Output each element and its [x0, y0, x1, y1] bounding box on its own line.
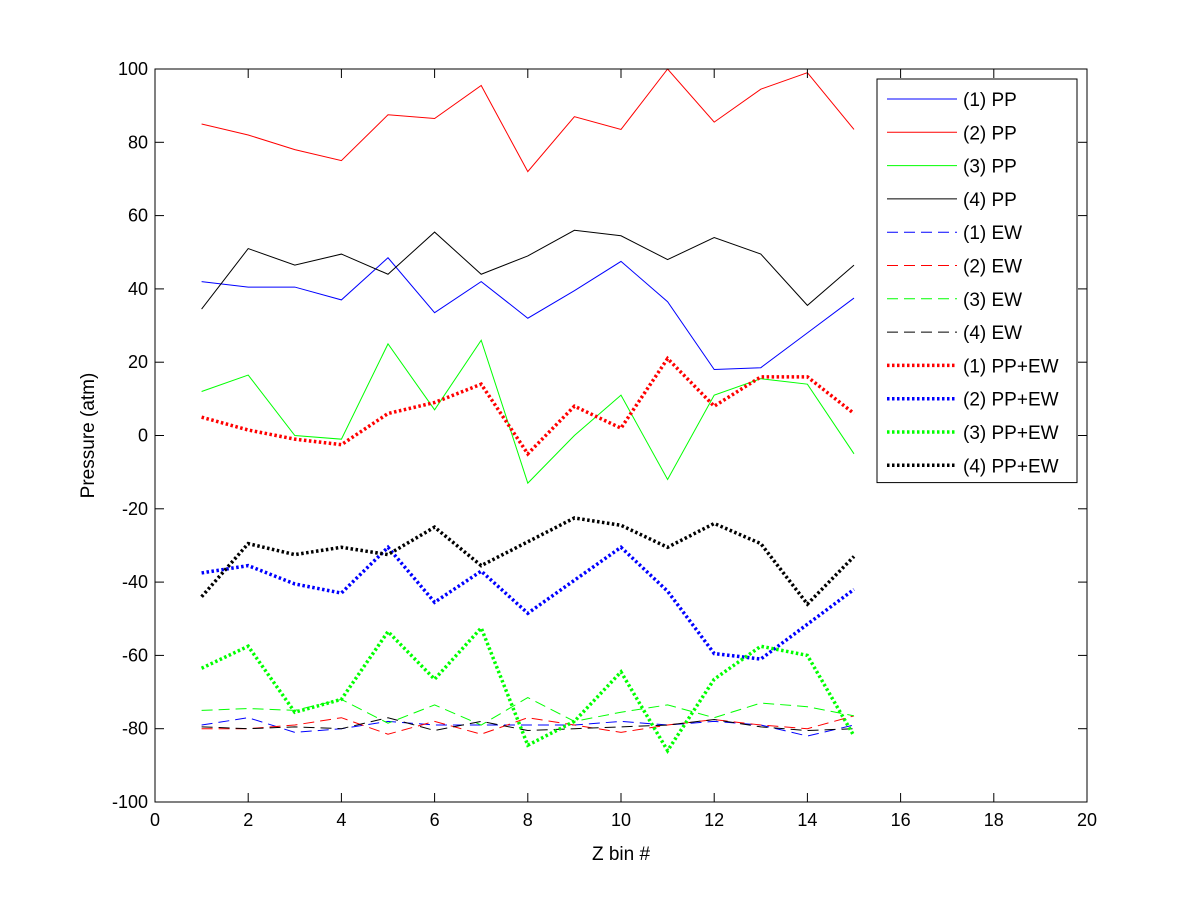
- axes: 0 2 4 6 8 10 12 14 16 18 20 -100 -80 -60 -40 -20 0 20 40 60…: [112, 59, 1097, 830]
- series-line-4: [201, 229, 855, 310]
- y-tick-label: 40: [128, 279, 148, 299]
- legend-label-7: (3) EW: [963, 290, 1022, 311]
- y-tick-label: 80: [128, 132, 148, 152]
- x-tick-label: 20: [1077, 810, 1097, 830]
- x-tick-label: 8: [523, 810, 533, 830]
- legend-label-3: (3) PP: [963, 157, 1017, 178]
- series-line-11: [200, 624, 856, 755]
- legend-label-8: (4) EW: [963, 323, 1022, 344]
- series-line-8: [201, 717, 855, 732]
- legend-box: [876, 78, 1078, 484]
- y-tick-label: -80: [122, 719, 148, 739]
- y-tick-label: -20: [122, 499, 148, 519]
- series-line-7: [201, 696, 855, 726]
- legend-label-10: (2) PP+EW: [963, 390, 1059, 411]
- legend-label-6: (2) EW: [963, 257, 1022, 278]
- series-line-1: [201, 257, 855, 371]
- legend-label-11: (3) PP+EW: [963, 423, 1059, 444]
- legend-label-5: (1) EW: [963, 223, 1022, 244]
- y-tick-label: 100: [118, 59, 148, 79]
- series-line-10: [201, 544, 856, 661]
- legend-label-4: (4) PP: [963, 190, 1017, 211]
- series-group: [200, 68, 856, 755]
- x-tick-label: 12: [704, 810, 724, 830]
- y-tick-label: -40: [122, 572, 148, 592]
- series-line-3: [201, 339, 855, 485]
- legend: (1) PP (2) PP (3) PP (4) PP (1) EW (2) EW (3) …: [876, 78, 1078, 484]
- x-tick-label: 4: [336, 810, 346, 830]
- series-line-6: [201, 715, 855, 735]
- x-tick-label: 16: [891, 810, 911, 830]
- series-line-2: [201, 68, 855, 173]
- x-tick-label: 10: [611, 810, 631, 830]
- legend-label-1: (1) PP: [963, 90, 1017, 111]
- series-line-5: [201, 717, 855, 737]
- legend-label-12: (4) PP+EW: [963, 456, 1059, 477]
- x-tick-label: 14: [797, 810, 817, 830]
- y-tick-label: -60: [122, 645, 148, 665]
- series-line-9: [201, 355, 856, 457]
- series-line-12: [200, 516, 856, 607]
- x-tick-label: 6: [430, 810, 440, 830]
- x-tick-label: 0: [150, 810, 160, 830]
- x-tick-label: 18: [984, 810, 1004, 830]
- y-axis-title: Pressure (atm): [78, 373, 99, 499]
- legend-label-2: (2) PP: [963, 123, 1017, 144]
- x-axis-title: Z bin #: [592, 844, 651, 865]
- legend-label-9: (1) PP+EW: [963, 356, 1059, 377]
- y-tick-label: -100: [112, 792, 148, 812]
- y-tick-label: 20: [128, 352, 148, 372]
- x-tick-label: 2: [243, 810, 253, 830]
- y-tick-label: 60: [128, 206, 148, 226]
- y-tick-label: 0: [138, 426, 148, 446]
